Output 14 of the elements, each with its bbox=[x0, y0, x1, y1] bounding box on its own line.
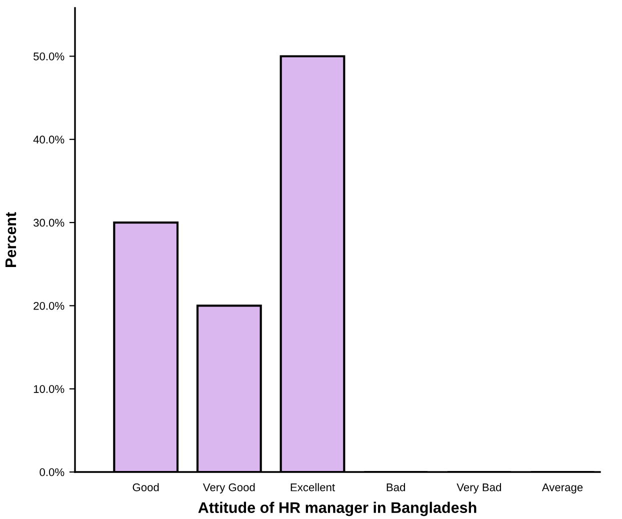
y-tick-label: 40.0% bbox=[33, 136, 64, 144]
x-tick-label: Bad bbox=[386, 483, 406, 492]
y-tick-label: 0.0% bbox=[40, 468, 64, 476]
y-axis-title: Percent bbox=[6, 212, 16, 267]
y-tick-label: 10.0% bbox=[34, 385, 64, 393]
x-tick-label: Very Bad bbox=[456, 483, 501, 494]
y-tick-label: 50.0% bbox=[34, 52, 64, 60]
x-tick-label: Very Good bbox=[202, 483, 255, 494]
x-tick-label: Good bbox=[132, 483, 159, 492]
x-tick-label: Average bbox=[542, 484, 583, 494]
y-tick-label: 20.0% bbox=[34, 302, 64, 310]
x-axis-title: Attitude of HR manager in Bangladesh bbox=[198, 502, 476, 516]
y-tick-label: 30.0% bbox=[34, 218, 64, 227]
x-tick-label: Excellent bbox=[290, 483, 335, 492]
